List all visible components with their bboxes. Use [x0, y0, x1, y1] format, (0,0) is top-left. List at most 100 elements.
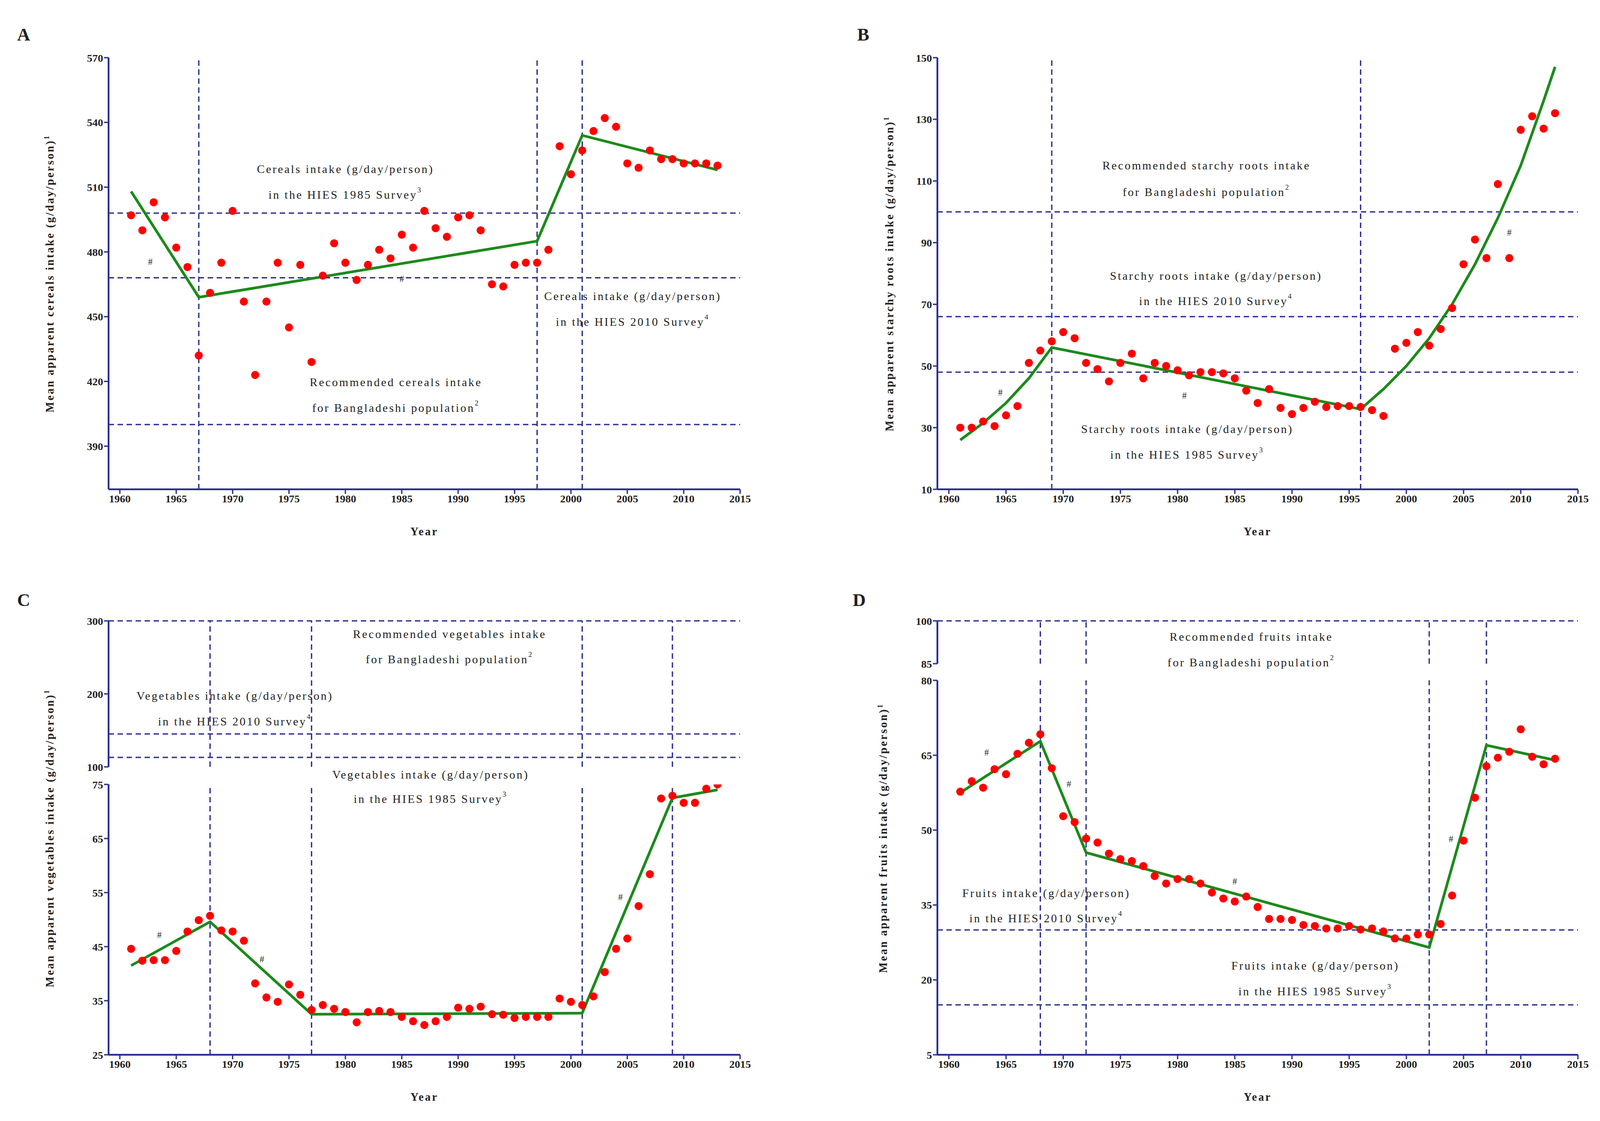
- svg-text:1990: 1990: [1281, 1058, 1303, 1070]
- svg-text:1970: 1970: [1052, 492, 1074, 505]
- svg-text:1980: 1980: [1166, 1058, 1189, 1070]
- svg-text:130: 130: [915, 113, 932, 126]
- svg-text:300: 300: [86, 615, 104, 628]
- svg-text:1980: 1980: [334, 492, 357, 505]
- svg-text:10: 10: [921, 483, 932, 496]
- svg-text:80: 80: [921, 674, 932, 687]
- svg-text:1995: 1995: [1338, 1058, 1360, 1070]
- svg-text:1995: 1995: [503, 1058, 526, 1070]
- svg-text:in the HIES 1985 Survey3: in the HIES 1985 Survey3: [1238, 982, 1392, 998]
- svg-text:90: 90: [921, 236, 932, 249]
- svg-text:Recommended fruits intake: Recommended fruits intake: [1169, 630, 1333, 644]
- svg-text:#: #: [157, 929, 162, 940]
- svg-text:2005: 2005: [616, 492, 639, 505]
- svg-text:70: 70: [921, 298, 932, 311]
- svg-text:Starchy roots intake (g/day/pe: Starchy roots intake (g/day/person): [1109, 269, 1323, 283]
- svg-text:1960: 1960: [109, 492, 131, 505]
- svg-text:450: 450: [86, 310, 104, 323]
- svg-text:Fruits intake (g/day/person): Fruits intake (g/day/person): [1231, 959, 1400, 973]
- svg-text:Cereals intake (g/day/person): Cereals intake (g/day/person): [544, 289, 722, 303]
- svg-text:150: 150: [915, 52, 932, 64]
- svg-text:2010: 2010: [1509, 1058, 1532, 1070]
- svg-text:50: 50: [921, 360, 932, 373]
- svg-text:for Bangladeshi population2: for Bangladeshi population2: [365, 650, 534, 666]
- svg-text:#: #: [399, 273, 405, 284]
- svg-text:for Bangladeshi population2: for Bangladeshi population2: [312, 399, 480, 415]
- svg-text:1995: 1995: [503, 492, 526, 505]
- svg-text:Cereals intake (g/day/person): Cereals intake (g/day/person): [256, 162, 434, 176]
- svg-text:200: 200: [86, 688, 104, 700]
- svg-text:in the HIES 1985 Survey3: in the HIES 1985 Survey3: [353, 790, 508, 806]
- svg-text:2010: 2010: [1509, 492, 1532, 505]
- svg-text:2015: 2015: [1567, 1058, 1589, 1070]
- svg-text:Recommended starchy roots inta: Recommended starchy roots intake: [1102, 159, 1311, 173]
- svg-text:510: 510: [86, 181, 104, 194]
- svg-text:for Bangladeshi population2: for Bangladeshi population2: [1167, 653, 1336, 669]
- svg-text:2015: 2015: [729, 1058, 751, 1070]
- svg-text:35: 35: [92, 995, 104, 1007]
- svg-text:55: 55: [92, 886, 104, 899]
- svg-text:in the HIES 2010 Survey4: in the HIES 2010 Survey4: [1139, 291, 1293, 308]
- svg-text:Recommended vegetables intake: Recommended vegetables intake: [352, 627, 546, 641]
- svg-text:#: #: [148, 256, 153, 267]
- svg-text:Starchy roots intake (g/day/pe: Starchy roots intake (g/day/person): [1081, 422, 1294, 436]
- svg-text:540: 540: [86, 116, 104, 129]
- svg-text:570: 570: [86, 52, 104, 64]
- svg-text:#: #: [618, 891, 623, 902]
- svg-text:2000: 2000: [559, 492, 582, 505]
- svg-text:85: 85: [921, 658, 932, 670]
- svg-text:#: #: [259, 954, 264, 964]
- svg-text:1965: 1965: [165, 492, 187, 505]
- svg-text:1970: 1970: [221, 492, 244, 505]
- svg-text:75: 75: [92, 778, 104, 791]
- svg-text:#: #: [1448, 833, 1454, 844]
- svg-text:100: 100: [915, 615, 932, 628]
- svg-text:#: #: [1066, 778, 1072, 789]
- svg-text:1965: 1965: [995, 1058, 1017, 1070]
- svg-text:1985: 1985: [1223, 1058, 1246, 1070]
- svg-text:#: #: [984, 747, 989, 758]
- svg-text:1970: 1970: [1052, 1058, 1074, 1070]
- svg-text:390: 390: [86, 440, 104, 453]
- svg-text:in the HIES 1985 Survey3: in the HIES 1985 Survey3: [1110, 445, 1264, 462]
- svg-text:Vegetables intake (g/day/perso: Vegetables intake (g/day/person): [136, 689, 334, 703]
- svg-text:1975: 1975: [1109, 492, 1132, 505]
- svg-text:2005: 2005: [1452, 1058, 1475, 1070]
- svg-text:for Bangladeshi population2: for Bangladeshi population2: [1122, 183, 1291, 199]
- svg-text:2010: 2010: [672, 492, 695, 505]
- svg-text:#: #: [1232, 876, 1237, 887]
- svg-text:5: 5: [926, 1049, 932, 1061]
- svg-text:1990: 1990: [447, 1058, 469, 1070]
- svg-text:1990: 1990: [1281, 492, 1303, 505]
- svg-text:1995: 1995: [1338, 492, 1360, 505]
- svg-text:1975: 1975: [1109, 1058, 1132, 1070]
- svg-text:in the HIES 2010 Survey4: in the HIES 2010 Survey4: [969, 909, 1123, 925]
- svg-text:in the HIES 2010 Survey4: in the HIES 2010 Survey4: [555, 312, 710, 328]
- svg-text:65: 65: [92, 832, 104, 845]
- svg-text:1960: 1960: [937, 1058, 960, 1070]
- svg-text:110: 110: [916, 175, 932, 187]
- svg-text:1965: 1965: [165, 1058, 187, 1070]
- svg-text:2000: 2000: [1395, 1058, 1418, 1070]
- svg-text:Fruits intake (g/day/person): Fruits intake (g/day/person): [962, 886, 1131, 900]
- svg-text:1980: 1980: [1166, 492, 1189, 505]
- svg-text:2000: 2000: [1395, 492, 1418, 505]
- svg-text:1985: 1985: [1223, 492, 1246, 505]
- svg-text:1985: 1985: [390, 492, 413, 505]
- svg-text:45: 45: [92, 940, 104, 953]
- svg-text:2005: 2005: [1452, 492, 1475, 505]
- svg-text:2015: 2015: [1567, 492, 1589, 505]
- svg-text:35: 35: [921, 899, 932, 911]
- svg-text:in the HIES 2010 Survey4: in the HIES 2010 Survey4: [158, 712, 312, 728]
- svg-text:1960: 1960: [937, 492, 960, 505]
- svg-text:1960: 1960: [109, 1058, 131, 1070]
- svg-text:50: 50: [921, 824, 932, 837]
- svg-text:1990: 1990: [447, 492, 469, 505]
- svg-text:20: 20: [921, 973, 932, 986]
- svg-text:1975: 1975: [278, 1058, 300, 1070]
- svg-text:1975: 1975: [278, 492, 300, 505]
- svg-text:1970: 1970: [221, 1058, 244, 1070]
- svg-text:25: 25: [92, 1049, 104, 1061]
- svg-text:2005: 2005: [616, 1058, 639, 1070]
- svg-text:#: #: [998, 387, 1003, 398]
